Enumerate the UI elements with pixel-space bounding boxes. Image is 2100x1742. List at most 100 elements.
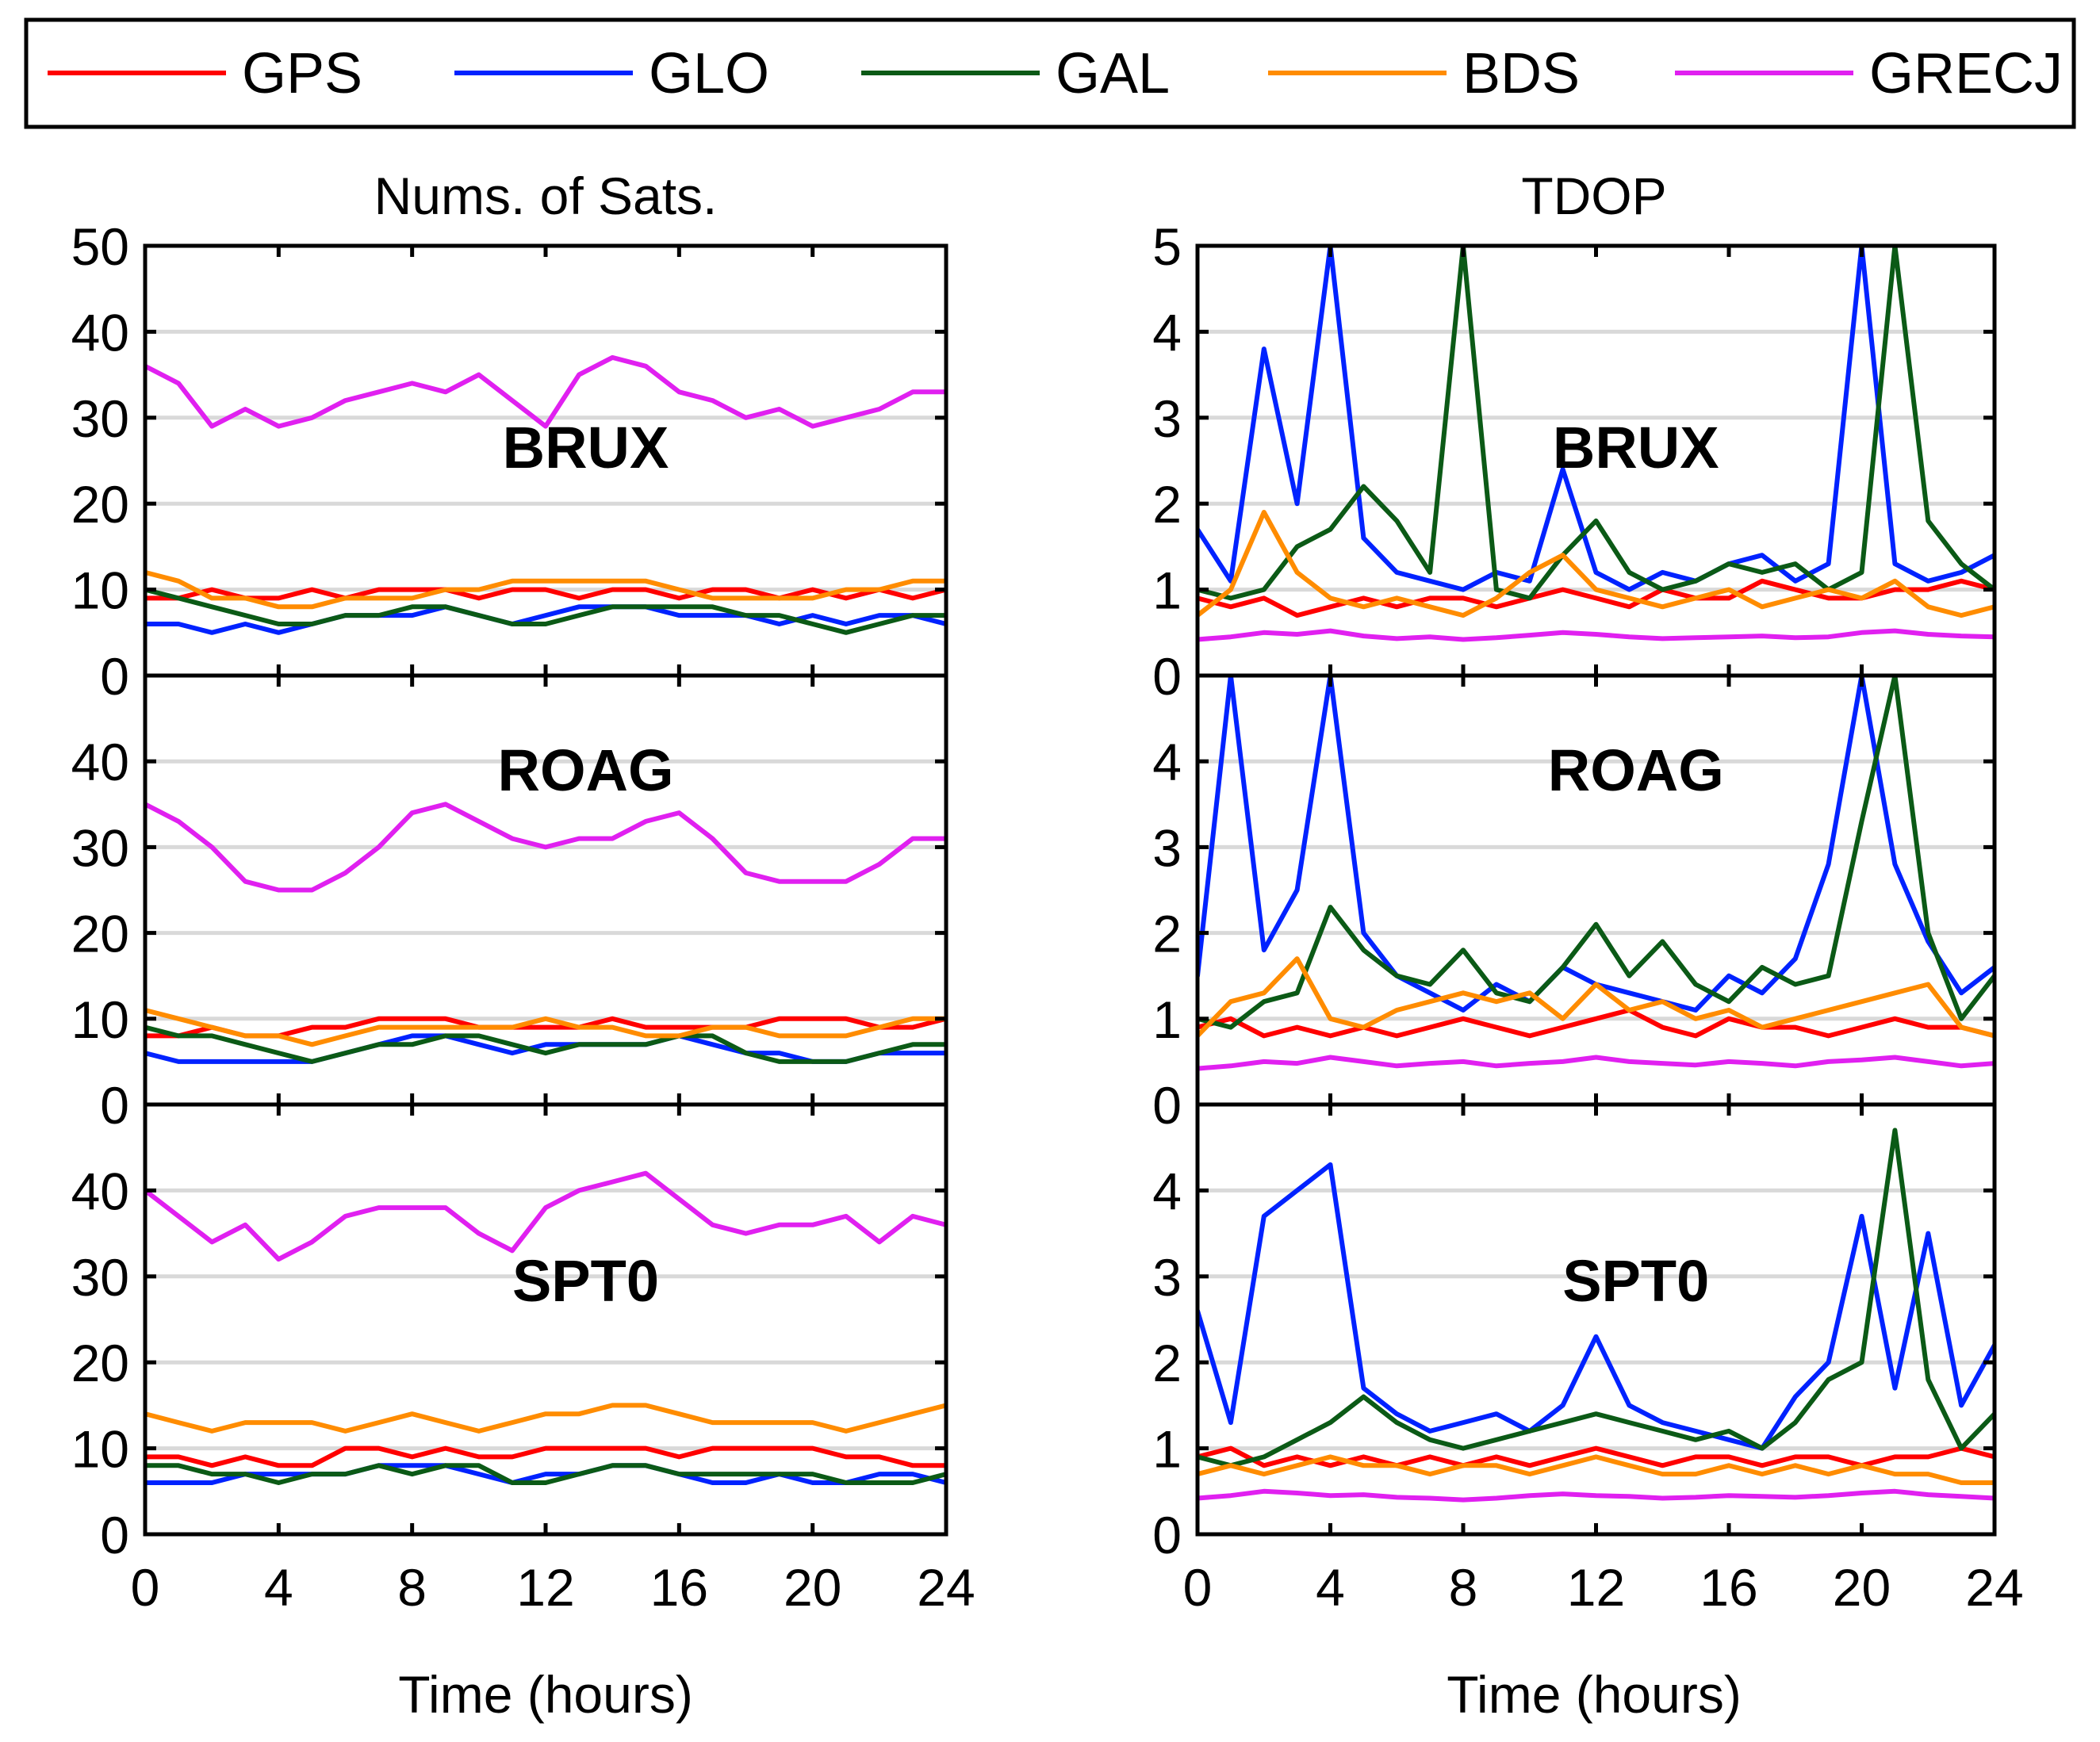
y-tick-label-brux-tdop: 5 <box>1152 217 1182 276</box>
x-tick-label-spt0-sats: 8 <box>397 1558 427 1617</box>
x-tick-label-spt0-sats: 4 <box>264 1558 293 1617</box>
station-label-spt0-tdop: SPT0 <box>1562 1248 1709 1314</box>
right-column-title: TDOP <box>1521 167 1666 225</box>
legend-label-gps: GPS <box>242 42 362 105</box>
series-glo-roag-tdop <box>1198 676 1995 1013</box>
series-grecj-brux-sats <box>145 354 946 429</box>
y-tick-label-brux-sats: 20 <box>71 475 129 534</box>
y-tick-label-brux-tdop: 3 <box>1152 389 1182 448</box>
series-glo-spt0-sats <box>145 1463 946 1485</box>
series-gps-roag-tdop <box>1198 1008 1995 1039</box>
panel-roag-tdop: 0 1 2 3 4 ROAG <box>1152 673 1997 1135</box>
x-tick-label-spt0-tdop: 8 <box>1449 1558 1478 1617</box>
y-tick-label-spt0-tdop: 4 <box>1152 1162 1182 1220</box>
station-label-brux-sats: BRUX <box>503 415 669 480</box>
y-tick-label-brux-sats: 50 <box>71 217 129 276</box>
series-bds-spt0-sats <box>145 1403 946 1434</box>
series-group-spt0-sats <box>145 1170 946 1485</box>
series-gal-spt0-tdop <box>1198 1128 1995 1468</box>
x-tick-label-spt0-tdop: 20 <box>1833 1558 1891 1617</box>
series-glo-brux-sats <box>145 604 946 635</box>
series-bds-brux-tdop <box>1198 510 1995 618</box>
x-tick-label-spt0-tdop: 24 <box>1965 1558 2023 1617</box>
x-tick-label-spt0-tdop: 0 <box>1183 1558 1213 1617</box>
y-tick-label-roag-sats: 10 <box>71 990 129 1049</box>
panel-brux-sats: 0 10 20 30 40 50 BRUX <box>71 217 948 706</box>
y-tick-label-spt0-sats: 10 <box>71 1420 129 1479</box>
series-group-roag-tdop <box>1198 676 1995 1071</box>
panel-roag-sats: 0 10 20 30 40 ROAG <box>71 673 948 1135</box>
series-gps-roag-sats <box>145 1016 946 1039</box>
series-bds-brux-sats <box>145 569 946 610</box>
x-tick-label-spt0-sats: 12 <box>516 1558 574 1617</box>
y-tick-label-spt0-sats: 20 <box>71 1334 129 1392</box>
series-grecj-roag-sats <box>145 802 946 893</box>
panel-spt0-sats: 0 10 20 30 40 0 4 8 12 16 20 24 SPT0 <box>71 1102 975 1617</box>
series-group-brux-sats <box>145 354 946 635</box>
x-tick-label-spt0-sats: 24 <box>917 1558 975 1617</box>
y-tick-label-spt0-tdop: 3 <box>1152 1248 1182 1307</box>
station-label-roag-tdop: ROAG <box>1548 737 1724 803</box>
y-tick-label-spt0-tdop: 2 <box>1152 1334 1182 1392</box>
series-gal-brux-sats <box>145 587 946 635</box>
frame-spt0-sats <box>143 1102 948 1537</box>
y-tick-label-roag-tdop: 4 <box>1152 733 1182 791</box>
y-tick-label-brux-sats: 10 <box>71 561 129 620</box>
station-label-roag-sats: ROAG <box>498 737 674 803</box>
series-grecj-spt0-tdop <box>1198 1488 1995 1503</box>
right-x-axis-label: Time (hours) <box>1447 1665 1742 1724</box>
series-gps-spt0-sats <box>145 1445 946 1468</box>
y-tick-label-brux-sats: 40 <box>71 303 129 362</box>
left-column-title: Nums. of Sats. <box>374 167 718 225</box>
y-tick-label-roag-tdop: 1 <box>1152 990 1182 1049</box>
series-bds-spt0-tdop <box>1198 1454 1995 1485</box>
x-tick-label-spt0-tdop: 12 <box>1567 1558 1625 1617</box>
y-tick-label-spt0-sats: 30 <box>71 1248 129 1307</box>
y-tick-label-spt0-sats: 40 <box>71 1162 129 1220</box>
series-grecj-spt0-sats <box>145 1170 946 1262</box>
y-tick-label-roag-sats: 20 <box>71 905 129 963</box>
series-gal-spt0-sats <box>145 1463 946 1485</box>
x-tick-label-spt0-sats: 0 <box>131 1558 160 1617</box>
legend-label-bds: BDS <box>1462 42 1580 105</box>
series-group-brux-tdop <box>1198 246 1995 642</box>
y-tick-label-brux-tdop: 1 <box>1152 561 1182 620</box>
x-tick-label-spt0-tdop: 4 <box>1316 1558 1345 1617</box>
station-label-spt0-sats: SPT0 <box>512 1248 659 1314</box>
y-tick-label-roag-tdop: 2 <box>1152 905 1182 963</box>
y-tick-label-roag-sats: 0 <box>100 1076 129 1135</box>
y-tick-label-spt0-tdop: 0 <box>1152 1506 1182 1564</box>
station-label-brux-tdop: BRUX <box>1553 415 1719 480</box>
y-tick-label-brux-sats: 30 <box>71 389 129 448</box>
series-bds-roag-sats <box>145 1008 946 1047</box>
y-tick-label-roag-tdop: 3 <box>1152 818 1182 877</box>
series-gps-brux-sats <box>145 587 946 601</box>
series-gal-roag-tdop <box>1198 676 1995 1030</box>
series-gal-roag-sats <box>145 1024 946 1064</box>
series-glo-spt0-tdop <box>1198 1162 1995 1451</box>
legend-label-glo: GLO <box>649 42 769 105</box>
series-bds-roag-tdop <box>1198 956 1995 1039</box>
y-tick-label-roag-sats: 30 <box>71 818 129 877</box>
legend-label-grecj: GRECJ <box>1869 42 2063 105</box>
series-group-spt0-tdop <box>1198 1128 1995 1503</box>
left-x-axis-label: Time (hours) <box>398 1665 693 1724</box>
y-tick-label-brux-tdop: 4 <box>1152 303 1182 362</box>
legend-label-gal: GAL <box>1056 42 1170 105</box>
x-tick-label-spt0-sats: 20 <box>784 1558 841 1617</box>
series-group-roag-sats <box>145 802 946 1064</box>
legend: GPS GLO GAL BDS GRECJ <box>48 42 2063 105</box>
series-glo-brux-tdop <box>1198 246 1995 592</box>
y-tick-label-spt0-tdop: 1 <box>1152 1420 1182 1479</box>
series-gal-brux-tdop <box>1198 246 1995 601</box>
x-tick-label-spt0-tdop: 16 <box>1700 1558 1757 1617</box>
y-tick-label-roag-tdop: 0 <box>1152 1076 1182 1135</box>
x-tick-label-spt0-sats: 16 <box>650 1558 708 1617</box>
y-tick-label-brux-tdop: 0 <box>1152 647 1182 706</box>
y-tick-label-brux-tdop: 2 <box>1152 475 1182 534</box>
panel-brux-tdop: 0 1 2 3 4 5 BRUX <box>1152 217 1997 706</box>
series-grecj-roag-tdop <box>1198 1055 1995 1071</box>
